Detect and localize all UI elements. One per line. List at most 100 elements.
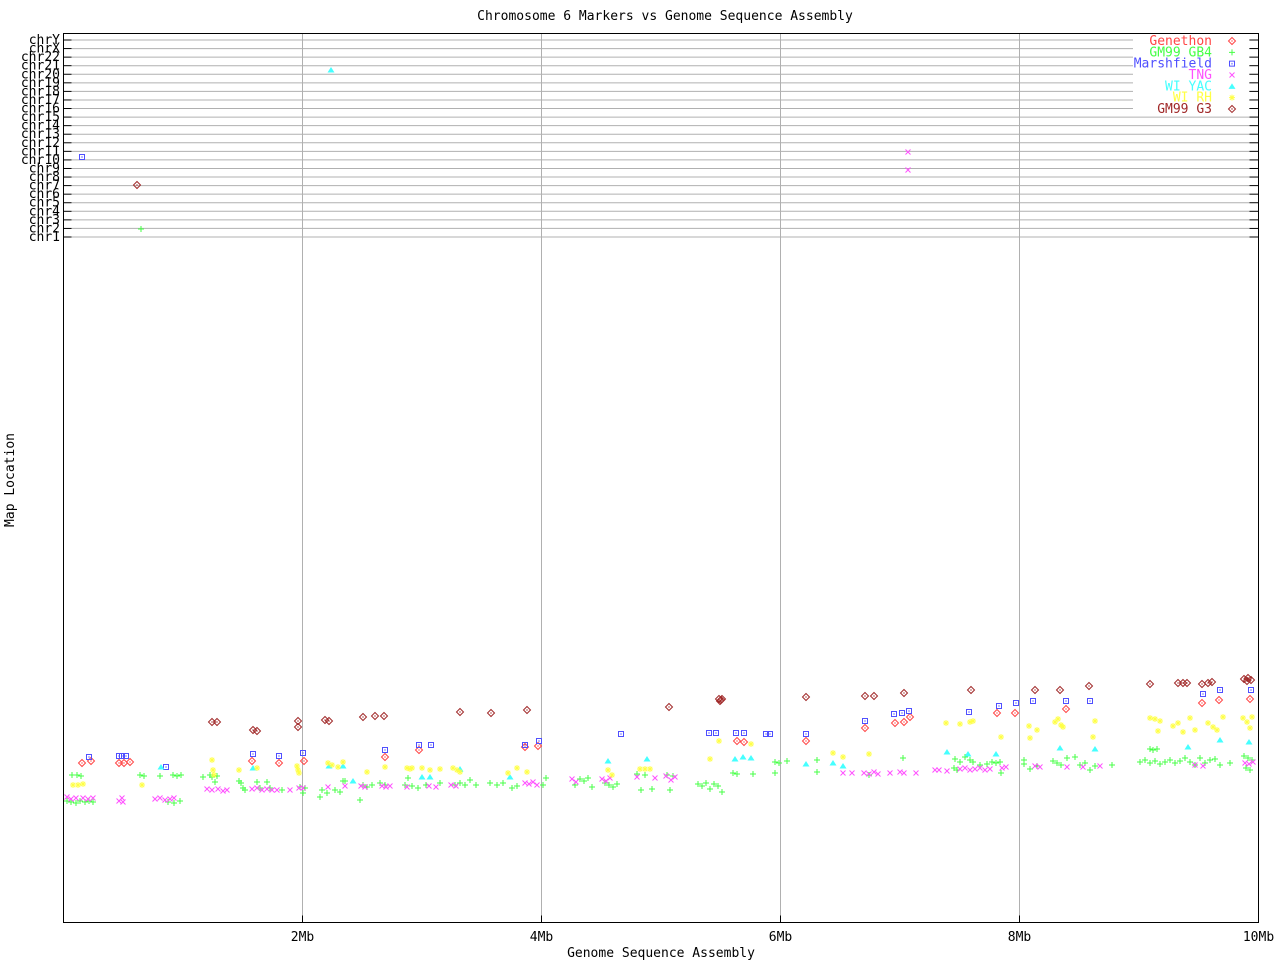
marker-wi-rh <box>998 734 1004 740</box>
marker-gm99-gb4 <box>264 779 270 785</box>
marker-gm99-gb4 <box>1212 756 1218 762</box>
marker-gm99-gb4 <box>1154 746 1160 752</box>
marker-marshfield <box>1063 698 1069 704</box>
legend-label-tng: TNG <box>1189 68 1213 83</box>
legend-symbol-gm99-g3 <box>1227 104 1237 114</box>
marker-tng <box>171 795 177 801</box>
marker-tng <box>453 783 459 789</box>
marker-wi-rh <box>209 757 215 763</box>
y-tick-label-chr12: chr12 <box>21 136 60 151</box>
marker-gm99-gb4 <box>1092 763 1098 769</box>
marker-wi-rh <box>404 765 410 771</box>
marker-marshfield <box>1013 700 1019 706</box>
legend-label-marshfield: Marshfield <box>1134 57 1212 72</box>
marker-tng <box>957 766 963 772</box>
y-tick-label-chr13: chr13 <box>21 127 60 142</box>
marker-wi-yac <box>1184 744 1192 750</box>
marker-wi-yac <box>339 763 347 769</box>
marker-gm99-gb4 <box>68 799 74 805</box>
marker-tng <box>116 798 122 804</box>
marker-tng <box>152 796 158 802</box>
marker-marshfield <box>906 708 912 714</box>
marker-gm99-gb4 <box>970 759 976 765</box>
marker-wi-rh <box>211 772 217 778</box>
marker-wi-rh <box>295 767 301 773</box>
marker-gm99-g3 <box>1173 678 1183 688</box>
y-tick-label-chr6: chr6 <box>29 187 60 202</box>
marker-tng <box>274 787 280 793</box>
marker-gm99-g3 <box>664 702 674 712</box>
marker-wi-yac <box>249 765 257 771</box>
marker-gm99-gb4 <box>74 772 80 778</box>
marker-tng <box>672 774 678 780</box>
marker-gm99-gb4 <box>377 780 383 786</box>
marker-tng <box>1192 762 1198 768</box>
marker-tng <box>362 784 368 790</box>
marker-wi-rh <box>1055 716 1061 722</box>
marker-wi-rh <box>647 766 653 772</box>
marker-gm99-gb4 <box>137 772 143 778</box>
marker-marshfield <box>1087 698 1093 704</box>
marker-wi-rh <box>454 767 460 773</box>
marker-gm99-gb4 <box>952 756 958 762</box>
marker-genethon <box>119 758 129 768</box>
marker-wi-rh <box>457 769 463 775</box>
marker-tng <box>209 787 215 793</box>
marker-genethon <box>1245 694 1255 704</box>
marker-tng <box>358 783 364 789</box>
marker-gm99-gb4 <box>984 761 990 767</box>
marker-gm99-gb4 <box>1152 758 1158 764</box>
marker-gm99-gb4 <box>157 773 163 779</box>
plot-border <box>63 33 1259 923</box>
marker-gm99-gb4 <box>409 783 415 789</box>
marker-wi-rh <box>1060 724 1066 730</box>
marker-gm99-gb4 <box>707 786 713 792</box>
marker-gm99-gb4 <box>300 790 306 796</box>
legend-background <box>1133 35 1249 116</box>
marker-wi-rh <box>427 767 433 773</box>
marker-wi-yac <box>325 763 333 769</box>
marker-marshfield <box>899 710 905 716</box>
marker-tng <box>204 786 210 792</box>
marker-gm99-gb4 <box>784 758 790 764</box>
legend-symbol-marshfield <box>1229 60 1235 67</box>
marker-tng <box>668 777 674 783</box>
marker-gm99-gb4 <box>1137 759 1143 765</box>
legend-label-gm99-gb4: GM99 GB4 <box>1149 45 1212 60</box>
marker-gm99-g3 <box>1084 681 1094 691</box>
marker-marshfield <box>803 731 809 737</box>
marker-gm99-gb4 <box>317 794 323 800</box>
marker-tng <box>448 782 454 788</box>
marker-gm99-gb4 <box>1245 755 1251 761</box>
marker-gm99-gb4 <box>699 783 705 789</box>
marker-marshfield <box>733 730 739 736</box>
marker-tng <box>861 770 867 776</box>
marker-gm99-gb4 <box>1177 758 1183 764</box>
marker-gm99-g3 <box>132 180 142 190</box>
marker-gm99-gb4 <box>177 798 183 804</box>
marker-gm99-gb4 <box>997 759 1003 765</box>
marker-gm99-g3 <box>379 711 389 721</box>
legend-symbol-genethon <box>1227 36 1237 46</box>
marker-marshfield <box>862 718 868 724</box>
marker-wi-rh <box>254 765 260 771</box>
marker-genethon <box>992 708 1002 718</box>
marker-wi-rh <box>364 769 370 775</box>
marker-wi-rh <box>236 767 242 773</box>
marker-gm99-gb4 <box>332 787 338 793</box>
marker-tng <box>652 775 658 781</box>
marker-wi-rh <box>605 767 611 773</box>
marker-gm99-gb4 <box>487 780 493 786</box>
marker-wi-rh <box>1187 715 1193 721</box>
marker-gm99-gb4 <box>1157 761 1163 767</box>
marker-wi-rh <box>1205 720 1211 726</box>
marker-gm99-gb4 <box>337 789 343 795</box>
legend-label-wi-rh: WI RH <box>1173 91 1212 106</box>
marker-wi-rh <box>1240 715 1246 721</box>
marker-tng <box>573 779 579 785</box>
x-tick-label-10Mb: 10Mb <box>1243 930 1274 945</box>
marker-gm99-gb4 <box>178 772 184 778</box>
marker-tng <box>73 795 79 801</box>
marker-wi-yac <box>506 774 514 780</box>
marker-gm99-g3 <box>801 692 811 702</box>
